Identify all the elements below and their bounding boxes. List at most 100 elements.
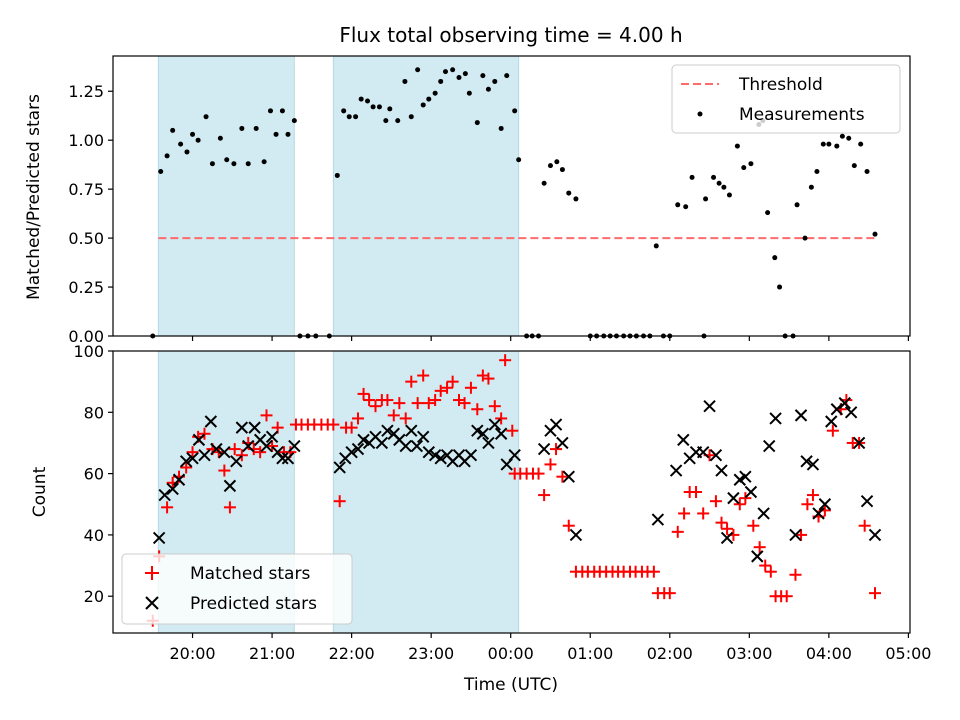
predicted-point (281, 452, 295, 465)
predicted-point (186, 452, 199, 465)
measurement-point (462, 71, 468, 77)
measurement-point (703, 196, 709, 202)
matched-point (495, 412, 508, 425)
bottom-legend: Matched stars Predicted stars (121, 553, 353, 625)
predicted-point (230, 455, 243, 468)
measurement-point (653, 243, 659, 249)
measurement-point (420, 102, 426, 108)
matched-point (697, 507, 710, 520)
predicted-point (179, 455, 193, 468)
measurement-point (675, 202, 681, 208)
matched-point (538, 489, 551, 502)
predicted-point (410, 439, 424, 453)
predicted-point (715, 464, 728, 477)
predicted-point (422, 445, 435, 459)
measurement-point (346, 114, 352, 120)
matched-point (422, 397, 435, 410)
predicted-point (818, 498, 832, 511)
measurement-point (164, 153, 170, 159)
measurement-point (858, 141, 864, 147)
bottom-y-axis-label: Count (30, 466, 50, 517)
predicted-stars-series (152, 396, 882, 563)
measurement-point (261, 159, 267, 165)
matched-point (532, 467, 545, 480)
predicted-point (844, 406, 858, 419)
measurement-point (267, 108, 273, 114)
y-tick-label: 1.25 (68, 82, 104, 101)
measurement-point (573, 196, 579, 202)
y-tick-label: 40 (84, 526, 104, 545)
matched-point (345, 421, 358, 434)
predicted-point (549, 418, 563, 431)
matched-legend-swatch (145, 566, 159, 580)
matched-point (506, 424, 519, 437)
matched-point (733, 498, 746, 511)
top-x-axis-ticks (191, 336, 910, 341)
x-axis-label: Time (UTC) (463, 675, 558, 695)
shaded-interval (332, 55, 520, 337)
predicted-point (868, 528, 882, 542)
predicted-point (152, 531, 166, 545)
measurement-point (474, 120, 480, 126)
predicted-point (669, 464, 683, 477)
bottom-y-axis-ticks: 20 40 60 80 100 (73, 342, 113, 606)
matched-point (482, 372, 495, 385)
y-tick-label: 0.50 (68, 229, 104, 248)
measurement-point (158, 169, 164, 175)
matched-point (363, 394, 376, 407)
bottom-axes-frame (112, 350, 911, 634)
matched-point (381, 394, 394, 407)
measurement-point (285, 131, 291, 137)
measurement-point (734, 143, 740, 149)
predicted-point (488, 418, 502, 431)
matched-point (544, 458, 557, 471)
measurement-point (195, 137, 201, 143)
measurement-point (480, 73, 486, 79)
measurement-point (383, 118, 389, 124)
predicted-point (763, 439, 776, 453)
predicted-point (838, 396, 851, 410)
predicted-point (476, 427, 490, 440)
matched-point (228, 443, 241, 456)
predicted-point (806, 458, 820, 471)
predicted-legend-swatch (145, 596, 159, 610)
matched-point (647, 565, 660, 578)
measurement-point (178, 141, 184, 147)
measurement-point (466, 90, 472, 96)
y-tick-label: 0.25 (68, 278, 104, 297)
measurement-point (170, 127, 176, 133)
measurement-point (851, 163, 857, 169)
predicted-point (434, 452, 447, 465)
matched-point (464, 381, 477, 394)
predicted-point (210, 442, 223, 456)
measurement-point (492, 78, 498, 84)
matched-point (764, 565, 777, 578)
y-tick-label: 20 (84, 587, 104, 606)
top-axes-frame (112, 55, 911, 337)
predicted-point (508, 449, 521, 462)
matched-point (387, 409, 400, 422)
measurement-point (834, 143, 840, 149)
measurement-point (748, 161, 754, 167)
y-tick-label: 60 (84, 465, 104, 484)
predicted-point (166, 482, 179, 496)
matched-point (417, 369, 430, 382)
matched-point (369, 400, 382, 413)
predicted-point (562, 470, 575, 483)
predicted-point (789, 528, 802, 542)
measurement-point (408, 114, 414, 120)
measurement-point (772, 255, 778, 261)
measurement-point (541, 180, 547, 186)
matched-point (247, 443, 260, 456)
measurement-point (209, 161, 215, 167)
predicted-point (757, 507, 770, 520)
predicted-point (696, 445, 710, 459)
matched-point (721, 522, 734, 535)
matched-point (795, 528, 808, 541)
matched-point (446, 375, 459, 388)
matched-point (858, 519, 871, 532)
measurement-point (353, 114, 359, 120)
predicted-point (703, 399, 716, 413)
predicted-point (351, 442, 365, 456)
top-shaded-intervals (157, 55, 520, 337)
